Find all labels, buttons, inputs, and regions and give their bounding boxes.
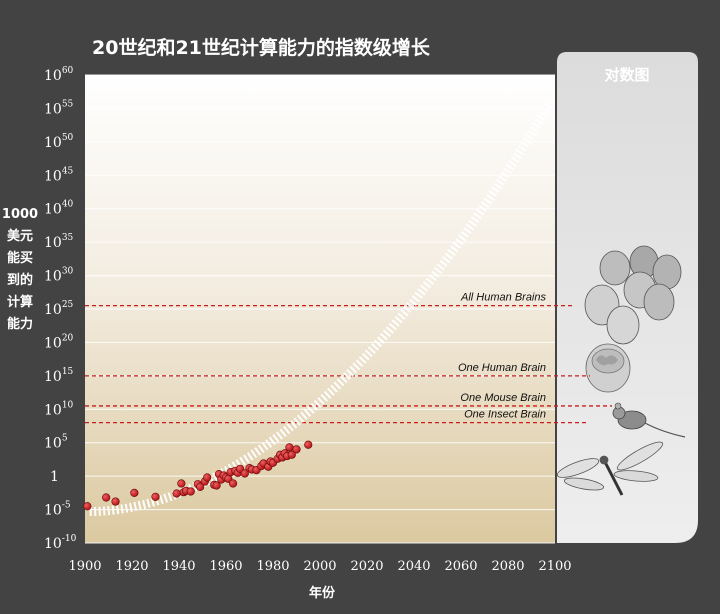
y-tick-label: 10-10: [44, 534, 77, 552]
x-tick-label: 2020: [350, 559, 383, 574]
x-tick-label: 1900: [68, 559, 101, 574]
y-tick-label: 1055: [44, 99, 74, 117]
reference-line-label: All Human Brains: [460, 292, 546, 304]
y-axis-label-line: 1000: [2, 207, 38, 222]
y-tick-label: 1040: [44, 200, 74, 218]
x-tick-label: 2040: [397, 559, 430, 574]
y-axis-label-line: 能买: [7, 250, 33, 266]
y-tick-label: 1: [50, 469, 59, 485]
data-point: [212, 481, 221, 490]
trend-curve-band: [89, 99, 555, 517]
chart-title: 20世纪和21世纪计算能力的指数级增长: [92, 36, 431, 59]
y-tick-label: 1010: [44, 400, 74, 418]
x-tick-label: 1960: [209, 559, 242, 574]
y-axis-label-line: 美元: [7, 228, 33, 244]
data-points: [83, 440, 313, 511]
data-point: [83, 502, 92, 511]
reference-line-label: One Insect Brain: [464, 409, 546, 421]
data-point: [186, 487, 195, 496]
y-tick-label: 1030: [44, 267, 74, 285]
reference-lines: All Human Brains One Human Brain One Mouse…: [85, 292, 612, 424]
x-tick-label: 1980: [256, 559, 289, 574]
y-tick-label: 1025: [44, 300, 74, 318]
y-tick-label: 1035: [44, 233, 74, 251]
data-point: [172, 489, 181, 498]
y-axis-label-line: 计算: [7, 294, 33, 310]
data-point: [240, 469, 249, 478]
y-tick-label: 10-5: [44, 501, 71, 519]
data-point: [287, 450, 296, 459]
y-tick-label: 1050: [44, 133, 74, 151]
x-tick-label: 2080: [491, 559, 524, 574]
y-tick-label: 1020: [44, 333, 74, 351]
x-tick-label: 1920: [115, 559, 148, 574]
data-point: [228, 479, 238, 488]
data-point: [196, 482, 205, 491]
x-tick-label: 2000: [303, 559, 336, 574]
y-axis-ticks: 10-10 10-5 1 105 1010 1015 1020 1025 1030 1035 104…: [44, 66, 77, 552]
reference-line-label: One Human Brain: [458, 362, 546, 374]
y-axis-label-line: 到的: [7, 272, 33, 288]
trend-curve: [89, 99, 555, 517]
data-point: [292, 445, 301, 454]
x-tick-label: 2100: [538, 559, 571, 574]
data-point: [130, 488, 139, 497]
y-tick-label: 1060: [44, 66, 74, 84]
x-tick-label: 2060: [444, 559, 477, 574]
y-tick-label: 1045: [44, 166, 74, 184]
human-brain-illustration: [585, 343, 631, 393]
x-axis-label: 年份: [309, 585, 336, 601]
data-point: [177, 479, 186, 488]
data-point: [285, 443, 294, 452]
data-point: [151, 492, 160, 501]
mouse-illustration: [612, 402, 686, 438]
y-tick-label: 105: [44, 434, 68, 452]
y-axis-label-line: 能力: [7, 316, 33, 332]
x-tick-label: 1940: [162, 559, 195, 574]
x-axis-ticks: 1900 1920 1940 1960 1980 2000 2020 2040 2060 2080…: [68, 559, 571, 574]
data-point: [111, 497, 120, 506]
y-tick-label: 1015: [44, 367, 74, 385]
dragonfly-illustration: [556, 441, 664, 496]
data-point: [203, 473, 212, 482]
reference-line-label: One Mouse Brain: [460, 392, 546, 404]
data-point: [304, 440, 313, 449]
log-panel-title: 对数图: [604, 66, 649, 84]
human-faces-illustration: [584, 245, 682, 345]
data-point: [102, 493, 111, 502]
